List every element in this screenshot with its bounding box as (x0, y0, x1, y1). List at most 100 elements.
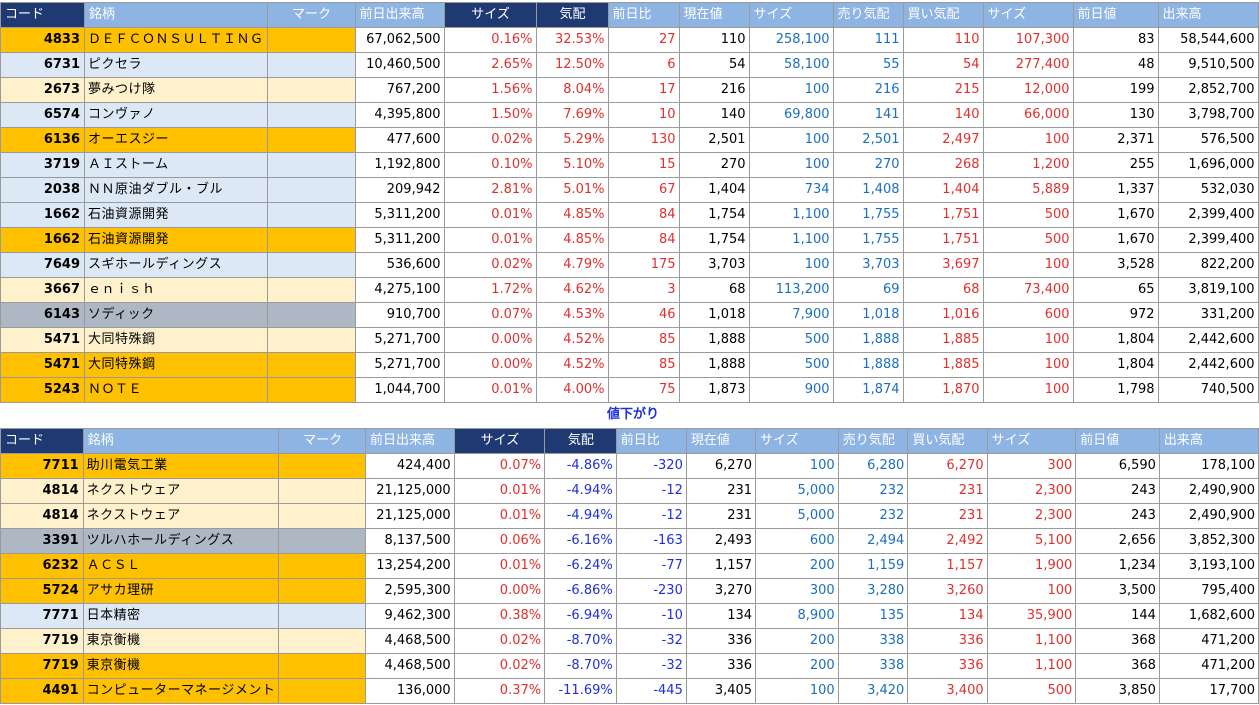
size-cell: 2.65% (443, 52, 537, 78)
prev-volume-cell: 5,271,700 (354, 327, 445, 353)
price-cell: 216 (678, 77, 750, 103)
size-cell: 1.72% (443, 277, 537, 303)
prev-volume-cell: 4,395,800 (354, 102, 445, 128)
stock-row[interactable]: 4491 コンピューターマネージメント 136,000 0.37% -11.69% -44… (0, 678, 1259, 704)
price-cell: 2,501 (678, 127, 750, 153)
size-cell: 1.50% (443, 102, 537, 128)
name-cell: 日本精密 (82, 603, 280, 629)
quote-cell: -6.94% (544, 603, 617, 629)
quote-cell: -8.70% (544, 653, 617, 679)
code-cell: 2038 (0, 177, 85, 203)
mark-cell (278, 553, 366, 579)
size3-cell: 277,400 (982, 52, 1074, 78)
mark-cell (278, 528, 366, 554)
bid-cell: 1,404 (902, 177, 984, 203)
size-cell: 0.02% (453, 628, 546, 654)
size2-cell: 113,200 (748, 277, 834, 303)
mark-cell (266, 102, 356, 128)
volume-cell: 3,852,300 (1158, 528, 1259, 554)
code-cell: 4491 (0, 678, 84, 704)
size3-cell: 100 (982, 252, 1074, 278)
quote-cell: -11.69% (544, 678, 617, 704)
stock-row[interactable]: 7719 東京衡機 4,468,500 0.02% -8.70% -32 336 200 338… (0, 653, 1259, 679)
ask-cell: 338 (837, 653, 909, 679)
bid-cell: 134 (907, 603, 988, 629)
stock-row[interactable]: 6136 オーエスジー 477,600 0.02% 5.29% 130 2,501 100 2,… (0, 127, 1259, 153)
change-cell: 46 (607, 302, 680, 328)
header-prev-close: 前日値 (1075, 428, 1160, 454)
prev-close-cell: 2,656 (1075, 528, 1160, 554)
stock-row[interactable]: 5471 大同特殊鋼 5,271,700 0.00% 4.52% 85 1,888 500 1,… (0, 327, 1259, 353)
price-cell: 336 (685, 653, 757, 679)
header-quote: 気配 (544, 428, 617, 454)
stock-row[interactable]: 6143 ソディック 910,700 0.07% 4.53% 46 1,018 7,900 1,… (0, 302, 1259, 328)
ask-cell: 1,018 (832, 302, 904, 328)
prev-volume-cell: 9,462,300 (364, 603, 455, 629)
price-cell: 68 (678, 277, 750, 303)
size-cell: 0.10% (443, 152, 537, 178)
stock-row[interactable]: 6731 ピクセラ 10,460,500 2.65% 12.50% 6 54 58,100 55… (0, 52, 1259, 78)
ask-cell: 6,280 (837, 453, 909, 479)
size2-cell: 100 (755, 678, 839, 704)
ask-cell: 1,159 (837, 553, 909, 579)
size3-cell: 5,889 (982, 177, 1074, 203)
prev-volume-cell: 477,600 (354, 127, 445, 153)
size3-cell: 100 (982, 127, 1074, 153)
stock-row[interactable]: 5471 大同特殊鋼 5,271,700 0.00% 4.52% 85 1,888 500 1,… (0, 352, 1259, 378)
name-cell: オーエスジー (84, 127, 268, 153)
stock-row[interactable]: 6232 ＡＣＳＬ 13,254,200 0.01% -6.24% -77 1,157 200… (0, 553, 1259, 579)
volume-cell: 3,798,700 (1157, 102, 1259, 128)
prev-volume-cell: 4,275,100 (354, 277, 445, 303)
prev-close-cell: 1,804 (1072, 352, 1159, 378)
stock-row[interactable]: 3391 ツルハホールディングス 8,137,500 0.06% -6.16% -163 2… (0, 528, 1259, 554)
name-cell: コンヴァノ (84, 102, 268, 128)
stock-row[interactable]: 5243 ＮＯＴＥ 1,044,700 0.01% 4.00% 75 1,873 900 1,8… (0, 377, 1259, 403)
stock-row[interactable]: 7649 スギホールディングス 536,600 0.02% 4.79% 175 3,703 1… (0, 252, 1259, 278)
stock-row[interactable]: 7711 助川電気工業 424,400 0.07% -4.86% -320 6,270 100… (0, 453, 1259, 479)
stock-row[interactable]: 4833 ＤＥＦＣＯＮＳＵＬＴＩＮＧ 67,062,500 0.16% 32.53% 27… (0, 27, 1259, 53)
price-cell: 6,270 (685, 453, 757, 479)
stock-row[interactable]: 2673 夢みつけ隊 767,200 1.56% 8.04% 17 216 100 216 215… (0, 77, 1259, 103)
stock-row[interactable]: 7719 東京衡機 4,468,500 0.02% -8.70% -32 336 200 338… (0, 628, 1259, 654)
size2-cell: 200 (755, 553, 839, 579)
change-cell: 175 (607, 252, 680, 278)
volume-cell: 795,400 (1158, 578, 1259, 604)
size2-cell: 69,800 (748, 102, 834, 128)
quote-cell: 4.79% (535, 252, 609, 278)
size2-cell: 200 (755, 653, 839, 679)
mark-cell (266, 27, 356, 53)
stock-row[interactable]: 1662 石油資源開発 5,311,200 0.01% 4.85% 84 1,754 1,10… (0, 202, 1259, 228)
header-change: 前日比 (607, 2, 680, 28)
stock-row[interactable]: 4814 ネクストウェア 21,125,000 0.01% -4.94% -12 231 5,… (0, 503, 1259, 529)
stock-row[interactable]: 5724 アサカ理研 2,595,300 0.00% -6.86% -230 3,270 30… (0, 578, 1259, 604)
mark-cell (278, 603, 366, 629)
size3-cell: 300 (986, 453, 1077, 479)
size3-cell: 73,400 (982, 277, 1074, 303)
change-cell: 85 (607, 352, 680, 378)
size2-cell: 5,000 (755, 478, 839, 504)
stock-row[interactable]: 7771 日本精密 9,462,300 0.38% -6.94% -10 134 8,900 1… (0, 603, 1259, 629)
stock-row[interactable]: 4814 ネクストウェア 21,125,000 0.01% -4.94% -12 231 5,… (0, 478, 1259, 504)
stock-row[interactable]: 6574 コンヴァノ 4,395,800 1.50% 7.69% 10 140 69,800 1… (0, 102, 1259, 128)
change-cell: -10 (615, 603, 687, 629)
stock-row[interactable]: 1662 石油資源開発 5,311,200 0.01% 4.85% 84 1,754 1,10… (0, 227, 1259, 253)
prev-volume-cell: 21,125,000 (364, 503, 455, 529)
name-cell: アサカ理研 (82, 578, 280, 604)
price-cell: 3,270 (685, 578, 757, 604)
stock-row[interactable]: 3667 ｅｎｉｓｈ 4,275,100 1.72% 4.62% 3 68 113,200 69… (0, 277, 1259, 303)
size2-cell: 900 (748, 377, 834, 403)
ask-cell: 3,703 (832, 252, 904, 278)
size3-cell: 66,000 (982, 102, 1074, 128)
change-cell: -32 (615, 653, 687, 679)
ask-cell: 1,888 (832, 327, 904, 353)
code-cell: 5471 (0, 327, 85, 353)
ask-cell: 135 (837, 603, 909, 629)
header-quote: 気配 (535, 2, 609, 28)
prev-volume-cell: 21,125,000 (364, 478, 455, 504)
size2-cell: 200 (755, 628, 839, 654)
stock-row[interactable]: 3719 ＡＩストーム 1,192,800 0.10% 5.10% 15 270 100 270… (0, 152, 1259, 178)
stock-row[interactable]: 2038 ＮＮ原油ダブル・ブル 209,942 2.81% 5.01% 67 1,404 73… (0, 177, 1259, 203)
prev-volume-cell: 67,062,500 (354, 27, 445, 53)
price-cell: 1,873 (678, 377, 750, 403)
size3-cell: 107,300 (982, 27, 1074, 53)
